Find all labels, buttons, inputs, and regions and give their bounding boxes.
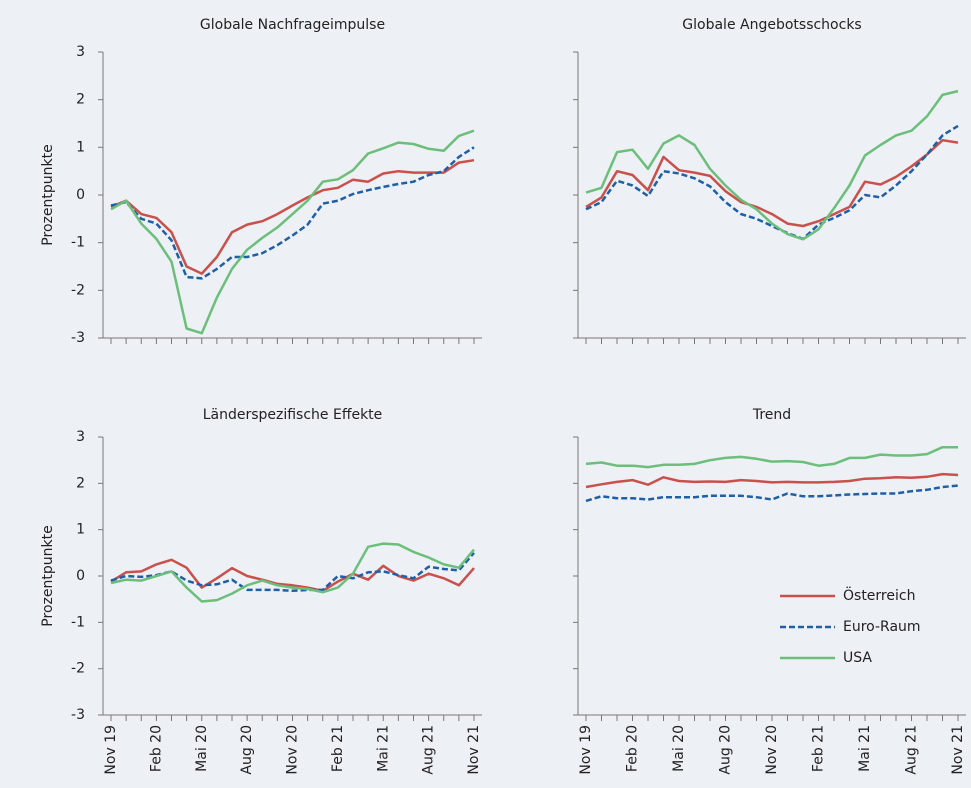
x-tick-label: Mai 20 — [194, 725, 210, 772]
data-line — [585, 138, 959, 228]
y-tick-label: 2 — [76, 92, 85, 108]
data-line — [585, 484, 959, 503]
x-tick-label: Nov 19 — [103, 725, 119, 775]
data-line — [110, 158, 475, 275]
data-line — [110, 146, 475, 280]
x-tick-label: Nov 19 — [578, 725, 594, 775]
y-tick-label: 1 — [76, 522, 85, 538]
data-line — [110, 558, 475, 593]
x-tick-label: Aug 21 — [904, 725, 920, 775]
chart-title: Trend — [752, 407, 791, 423]
data-line — [110, 542, 475, 603]
data-line — [585, 89, 959, 241]
x-tick-label: Aug 21 — [421, 725, 437, 775]
y-tick-label: 2 — [76, 475, 85, 491]
x-tick-label: Nov 21 — [950, 725, 966, 775]
y-tick-label: -1 — [71, 235, 85, 251]
x-tick-label: Mai 21 — [375, 725, 391, 772]
y-tick-label: 3 — [76, 44, 85, 60]
x-tick-label: Nov 21 — [466, 725, 482, 775]
x-tick-label: Aug 20 — [239, 725, 255, 775]
x-tick-label: Nov 20 — [764, 725, 780, 775]
y-tick-label: -1 — [71, 614, 85, 630]
data-line — [110, 129, 475, 335]
y-axis-label: Prozentpunkte — [40, 144, 56, 245]
y-tick-label: -2 — [71, 661, 85, 677]
data-line — [585, 445, 958, 469]
legend-label: Euro-Raum — [843, 619, 921, 635]
legend-label: Österreich — [843, 586, 915, 604]
y-tick-label: -3 — [71, 330, 85, 346]
x-tick-label: Mai 21 — [857, 725, 873, 772]
y-tick-label: -2 — [71, 282, 85, 298]
x-tick-label: Feb 20 — [148, 725, 164, 772]
x-tick-label: Feb 21 — [811, 725, 827, 772]
x-tick-label: Nov 20 — [285, 725, 301, 775]
y-tick-label: 1 — [76, 139, 85, 155]
y-axis-label: Prozentpunkte — [40, 525, 56, 626]
y-tick-label: 0 — [76, 568, 85, 584]
y-tick-label: -3 — [71, 707, 85, 723]
data-line — [585, 472, 959, 489]
chart-title: Globale Nachfrageimpulse — [200, 17, 385, 33]
y-tick-label: 0 — [76, 187, 85, 203]
x-tick-label: Feb 20 — [625, 725, 641, 772]
data-line — [110, 551, 475, 593]
chart-title: Länderspezifische Effekte — [203, 407, 383, 423]
y-tick-label: 3 — [76, 429, 85, 445]
legend-label: USA — [843, 650, 872, 666]
chart-title: Globale Angebotsschocks — [682, 17, 861, 33]
x-tick-label: Aug 20 — [718, 725, 734, 775]
x-tick-label: Feb 21 — [330, 725, 346, 772]
x-tick-label: Mai 20 — [671, 725, 687, 772]
